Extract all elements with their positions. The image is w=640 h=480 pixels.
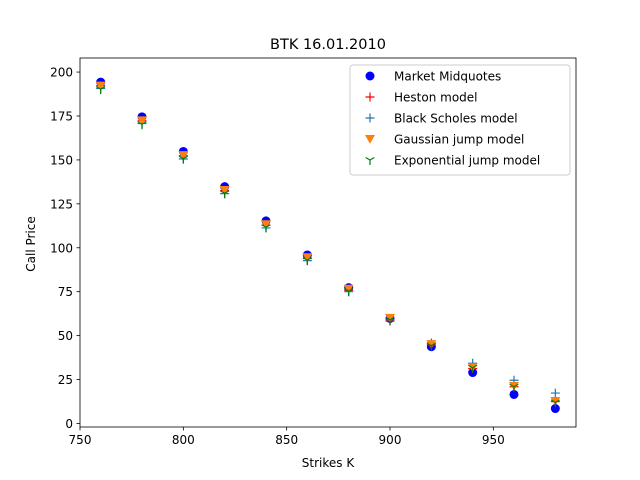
data-point (344, 288, 354, 297)
legend-label: Exponential jump model (394, 154, 540, 168)
y-tick-label: 150 (50, 153, 73, 167)
x-tick-label: 950 (482, 433, 505, 447)
legend-marker (365, 135, 375, 144)
plot-frame (79, 57, 577, 428)
chart-title: BTK 16.01.2010 (270, 37, 386, 53)
x-tick-label: 800 (172, 433, 195, 447)
data-point (178, 155, 188, 164)
x-tick-label: 900 (379, 433, 402, 447)
legend-box (349, 64, 571, 176)
data-point (550, 399, 560, 408)
data-point (302, 253, 313, 263)
legend-marker (365, 113, 375, 123)
y-tick-label: 25 (58, 373, 73, 387)
data-point (95, 81, 106, 91)
axes: 750 800 850 900 950 0 25 50 75 100 125 150 175 200 (50, 57, 577, 447)
legend-marker (365, 71, 375, 81)
y-tick-label: 0 (65, 417, 73, 431)
legend-marker (365, 92, 375, 102)
data-point (468, 364, 478, 373)
data-point (385, 313, 395, 323)
data-point (96, 86, 106, 95)
y-tick-label: 125 (50, 197, 73, 211)
y-tick-label: 75 (58, 285, 73, 299)
legend-label: Market Midquotes (394, 70, 501, 84)
plot-area (95, 77, 561, 414)
data-point (137, 116, 147, 126)
data-point (426, 342, 436, 351)
data-point (219, 185, 230, 195)
series-4 (96, 86, 560, 408)
y-tick-label: 100 (50, 241, 73, 255)
legend-label: Black Scholes model (394, 112, 518, 126)
x-tick-label: 850 (275, 433, 298, 447)
data-point (550, 404, 560, 414)
data-point (426, 340, 437, 349)
legend: Market Midquotes Heston model Black Schole… (349, 64, 571, 176)
data-point (137, 121, 147, 130)
data-point (261, 220, 271, 230)
legend-marker (365, 156, 375, 165)
data-point (385, 316, 395, 325)
y-tick-label: 50 (58, 329, 73, 343)
data-point (550, 388, 560, 398)
data-point (343, 284, 354, 294)
y-tick-label: 175 (50, 109, 73, 123)
x-tick-label: 750 (69, 433, 92, 447)
y-axis-label: Call Price (24, 216, 38, 272)
y-tick-label: 200 (50, 66, 73, 80)
legend-label: Gaussian jump model (394, 133, 524, 147)
data-point (509, 389, 519, 399)
data-point (178, 151, 189, 160)
data-point (509, 383, 519, 392)
data-point (220, 190, 230, 199)
data-point (261, 224, 271, 233)
data-point (302, 257, 312, 266)
x-axis-label: Strikes K (302, 456, 356, 470)
legend-label: Heston model (394, 91, 478, 105)
data-point (550, 396, 561, 406)
